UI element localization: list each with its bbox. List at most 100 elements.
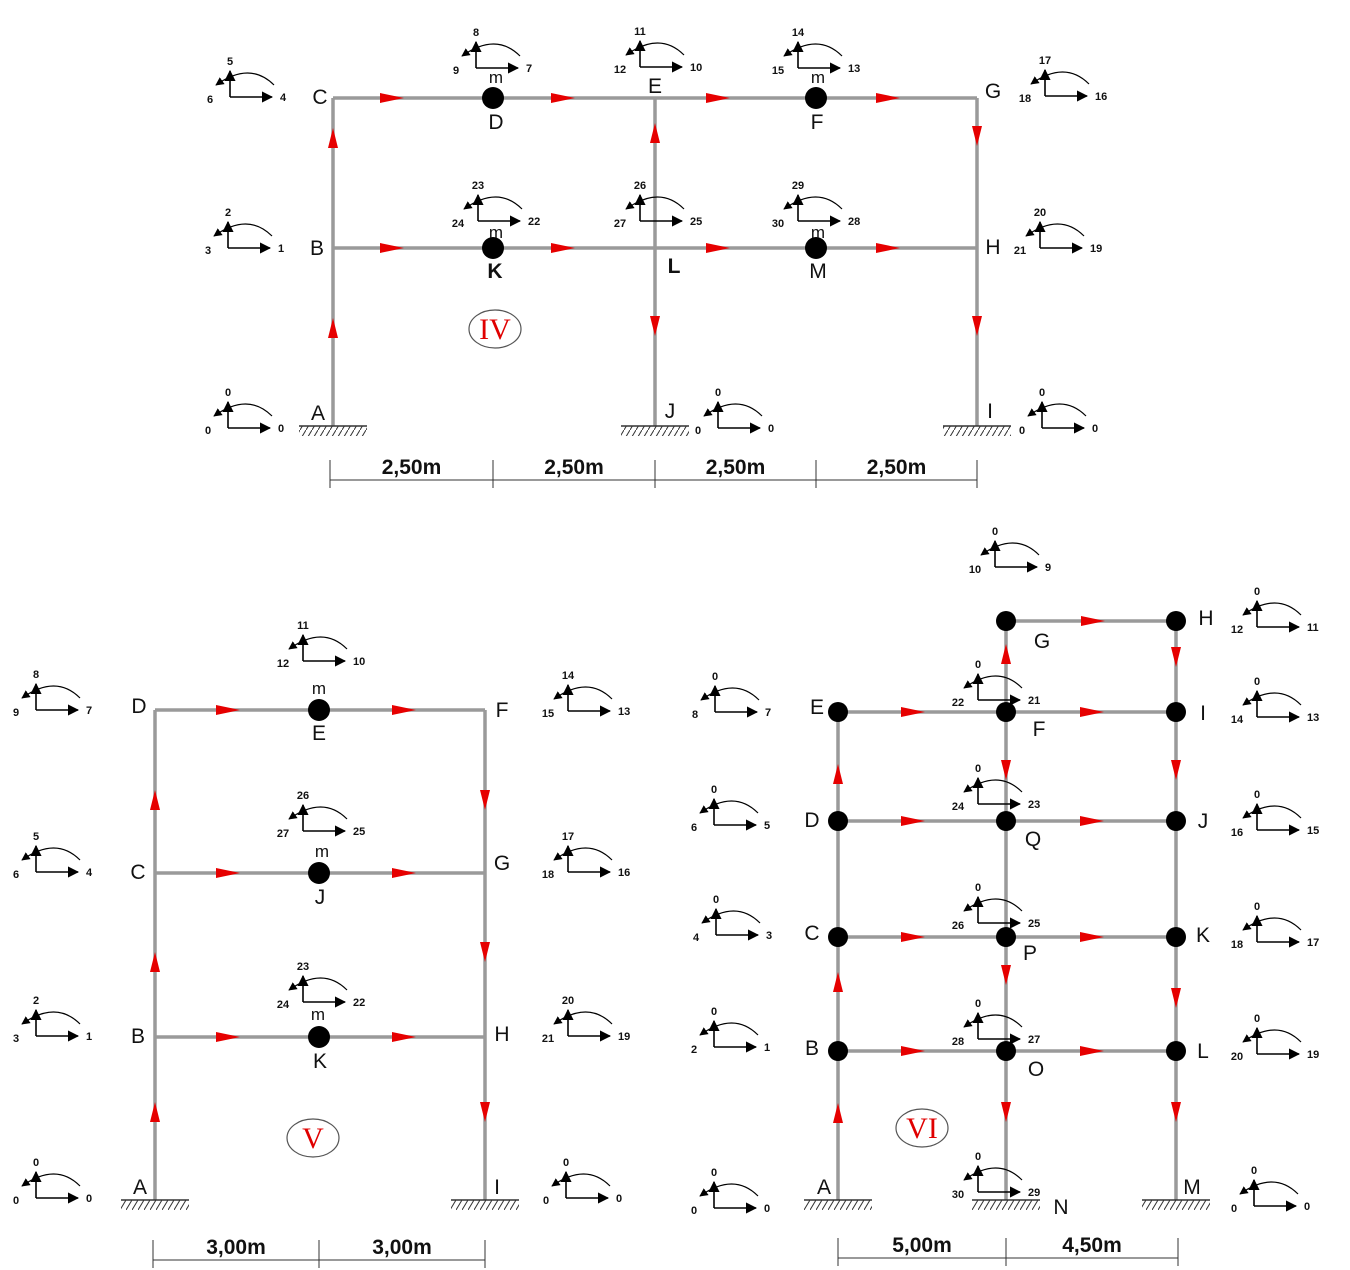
dof-glyph-v: 7 8 9 <box>13 669 92 719</box>
dof-rotation-arc <box>699 1022 759 1036</box>
dof-number-vertical: 23 <box>472 180 484 192</box>
dof-number-rotation: 15 <box>772 65 784 77</box>
mass-label-iv: m <box>489 68 503 87</box>
dof-number-vertical: 0 <box>975 1151 981 1163</box>
member-direction-arrow-iv <box>650 123 660 143</box>
dof-number-horizontal: 19 <box>618 1031 630 1043</box>
member-direction-arrow-vi <box>1001 760 1011 780</box>
dof-number-rotation: 9 <box>453 65 459 77</box>
dof-number-rotation: 15 <box>542 708 554 720</box>
member-direction-arrow-vi <box>1080 1046 1104 1056</box>
dof-rotation-arc <box>963 898 1023 912</box>
dof-rotation-arc <box>700 687 760 701</box>
dof-number-vertical: 0 <box>1251 1165 1257 1177</box>
node-label-v: G <box>494 852 510 875</box>
dof-glyph-iv: 1 2 3 <box>205 207 284 257</box>
dof-glyph-v: 1 2 3 <box>13 995 92 1045</box>
dof-number-horizontal: 10 <box>353 656 365 668</box>
dof-number-vertical: 0 <box>975 998 981 1010</box>
dof-number-horizontal: 7 <box>86 705 92 717</box>
dof-number-rotation: 18 <box>1231 939 1243 951</box>
dof-glyph-vi: 13 0 14 <box>1231 676 1319 726</box>
dof-number-vertical: 23 <box>297 961 309 973</box>
node-label-iv: K <box>487 260 502 283</box>
member-direction-arrow-iv <box>328 128 338 148</box>
dof-glyph-vi: 25 0 26 <box>952 882 1040 932</box>
frame-id-ellipse-v <box>286 1118 340 1158</box>
dof-glyph-vi: 27 0 28 <box>952 998 1040 1048</box>
mass-joint-vi <box>996 811 1016 831</box>
member-direction-arrows-layer <box>150 93 1181 1123</box>
dof-number-horizontal: 13 <box>618 706 630 718</box>
dof-rotation-arc <box>553 847 613 861</box>
dof-number-rotation: 2 <box>691 1044 697 1056</box>
mass-joint-iv <box>805 237 827 259</box>
member-direction-arrow-v <box>392 868 416 878</box>
span-label-v: 3,00m <box>206 1236 266 1259</box>
member-direction-arrow-v <box>392 705 416 715</box>
dof-number-vertical: 29 <box>792 180 804 192</box>
member-direction-arrow-v <box>216 705 240 715</box>
dof-number-horizontal: 27 <box>1028 1034 1040 1046</box>
member-direction-arrow-iv <box>328 318 338 338</box>
node-label-vi: F <box>1033 718 1046 741</box>
dof-number-vertical: 0 <box>711 1167 717 1179</box>
dof-rotation-arc <box>1030 71 1090 85</box>
dof-number-horizontal: 5 <box>764 820 770 832</box>
dof-number-horizontal: 19 <box>1307 1049 1319 1061</box>
dof-rotation-arc <box>553 1011 613 1025</box>
fixed-support-hatch-iv <box>299 426 367 436</box>
dof-number-rotation: 0 <box>1019 425 1025 437</box>
mass-joint-v <box>308 862 330 884</box>
dof-number-rotation: 12 <box>1231 624 1243 636</box>
dof-number-horizontal: 4 <box>280 92 287 104</box>
dof-rotation-arc <box>21 847 81 861</box>
dof-number-horizontal: 9 <box>1045 562 1051 574</box>
dof-glyph-iv: 4 5 6 <box>207 56 287 106</box>
member-direction-arrow-vi <box>1080 932 1104 942</box>
frame-id-label-iv: IV <box>479 313 511 346</box>
dof-rotation-arc <box>963 1167 1023 1181</box>
dof-rotation-arc <box>703 403 763 417</box>
dof-glyph-v: 0 0 0 <box>543 1157 622 1207</box>
dof-rotation-arc <box>699 1183 759 1197</box>
dof-number-horizontal: 19 <box>1090 243 1102 255</box>
dof-glyph-vi: 29 0 30 <box>952 1151 1040 1201</box>
mass-joint-vi <box>1166 702 1186 722</box>
node-label-vi: Q <box>1025 828 1041 851</box>
fixed-support-hatch-iv <box>621 426 689 436</box>
dof-number-rotation: 24 <box>277 999 290 1011</box>
dof-rotation-arc <box>701 910 761 924</box>
member-direction-arrow-iv <box>650 316 660 336</box>
fixed-support-hatch-iv <box>943 426 1011 436</box>
dof-number-vertical: 14 <box>792 27 805 39</box>
dof-number-rotation: 26 <box>952 920 964 932</box>
dof-number-vertical: 0 <box>1254 901 1260 913</box>
member-direction-arrow-v <box>480 942 490 962</box>
mass-label-v: m <box>312 679 326 698</box>
dof-number-rotation: 0 <box>13 1195 19 1207</box>
member-direction-arrow-vi <box>1001 1102 1011 1122</box>
node-label-iv: H <box>985 236 1000 259</box>
dof-rotation-arc <box>21 1011 81 1025</box>
dof-number-rotation: 24 <box>452 218 465 230</box>
dof-number-vertical: 26 <box>297 790 309 802</box>
member-direction-arrow-iv <box>876 243 900 253</box>
dof-rotation-arc <box>213 223 273 237</box>
dof-number-horizontal: 25 <box>690 216 702 228</box>
member-direction-arrow-iv <box>380 93 404 103</box>
member-direction-arrow-v <box>216 868 240 878</box>
dof-glyph-iv: 19 20 21 <box>1014 207 1102 257</box>
node-label-vi: K <box>1196 924 1210 947</box>
dof-number-vertical: 0 <box>1039 387 1045 399</box>
mass-joint-v <box>308 1026 330 1048</box>
dof-number-horizontal: 4 <box>86 867 93 879</box>
mass-joint-vi <box>828 702 848 722</box>
dof-number-rotation: 22 <box>952 697 964 709</box>
member-direction-arrow-vi <box>901 707 925 717</box>
member-direction-arrow-vi <box>833 1103 843 1123</box>
dof-number-horizontal: 28 <box>848 216 860 228</box>
fixed-support-hatch-v <box>451 1200 519 1210</box>
